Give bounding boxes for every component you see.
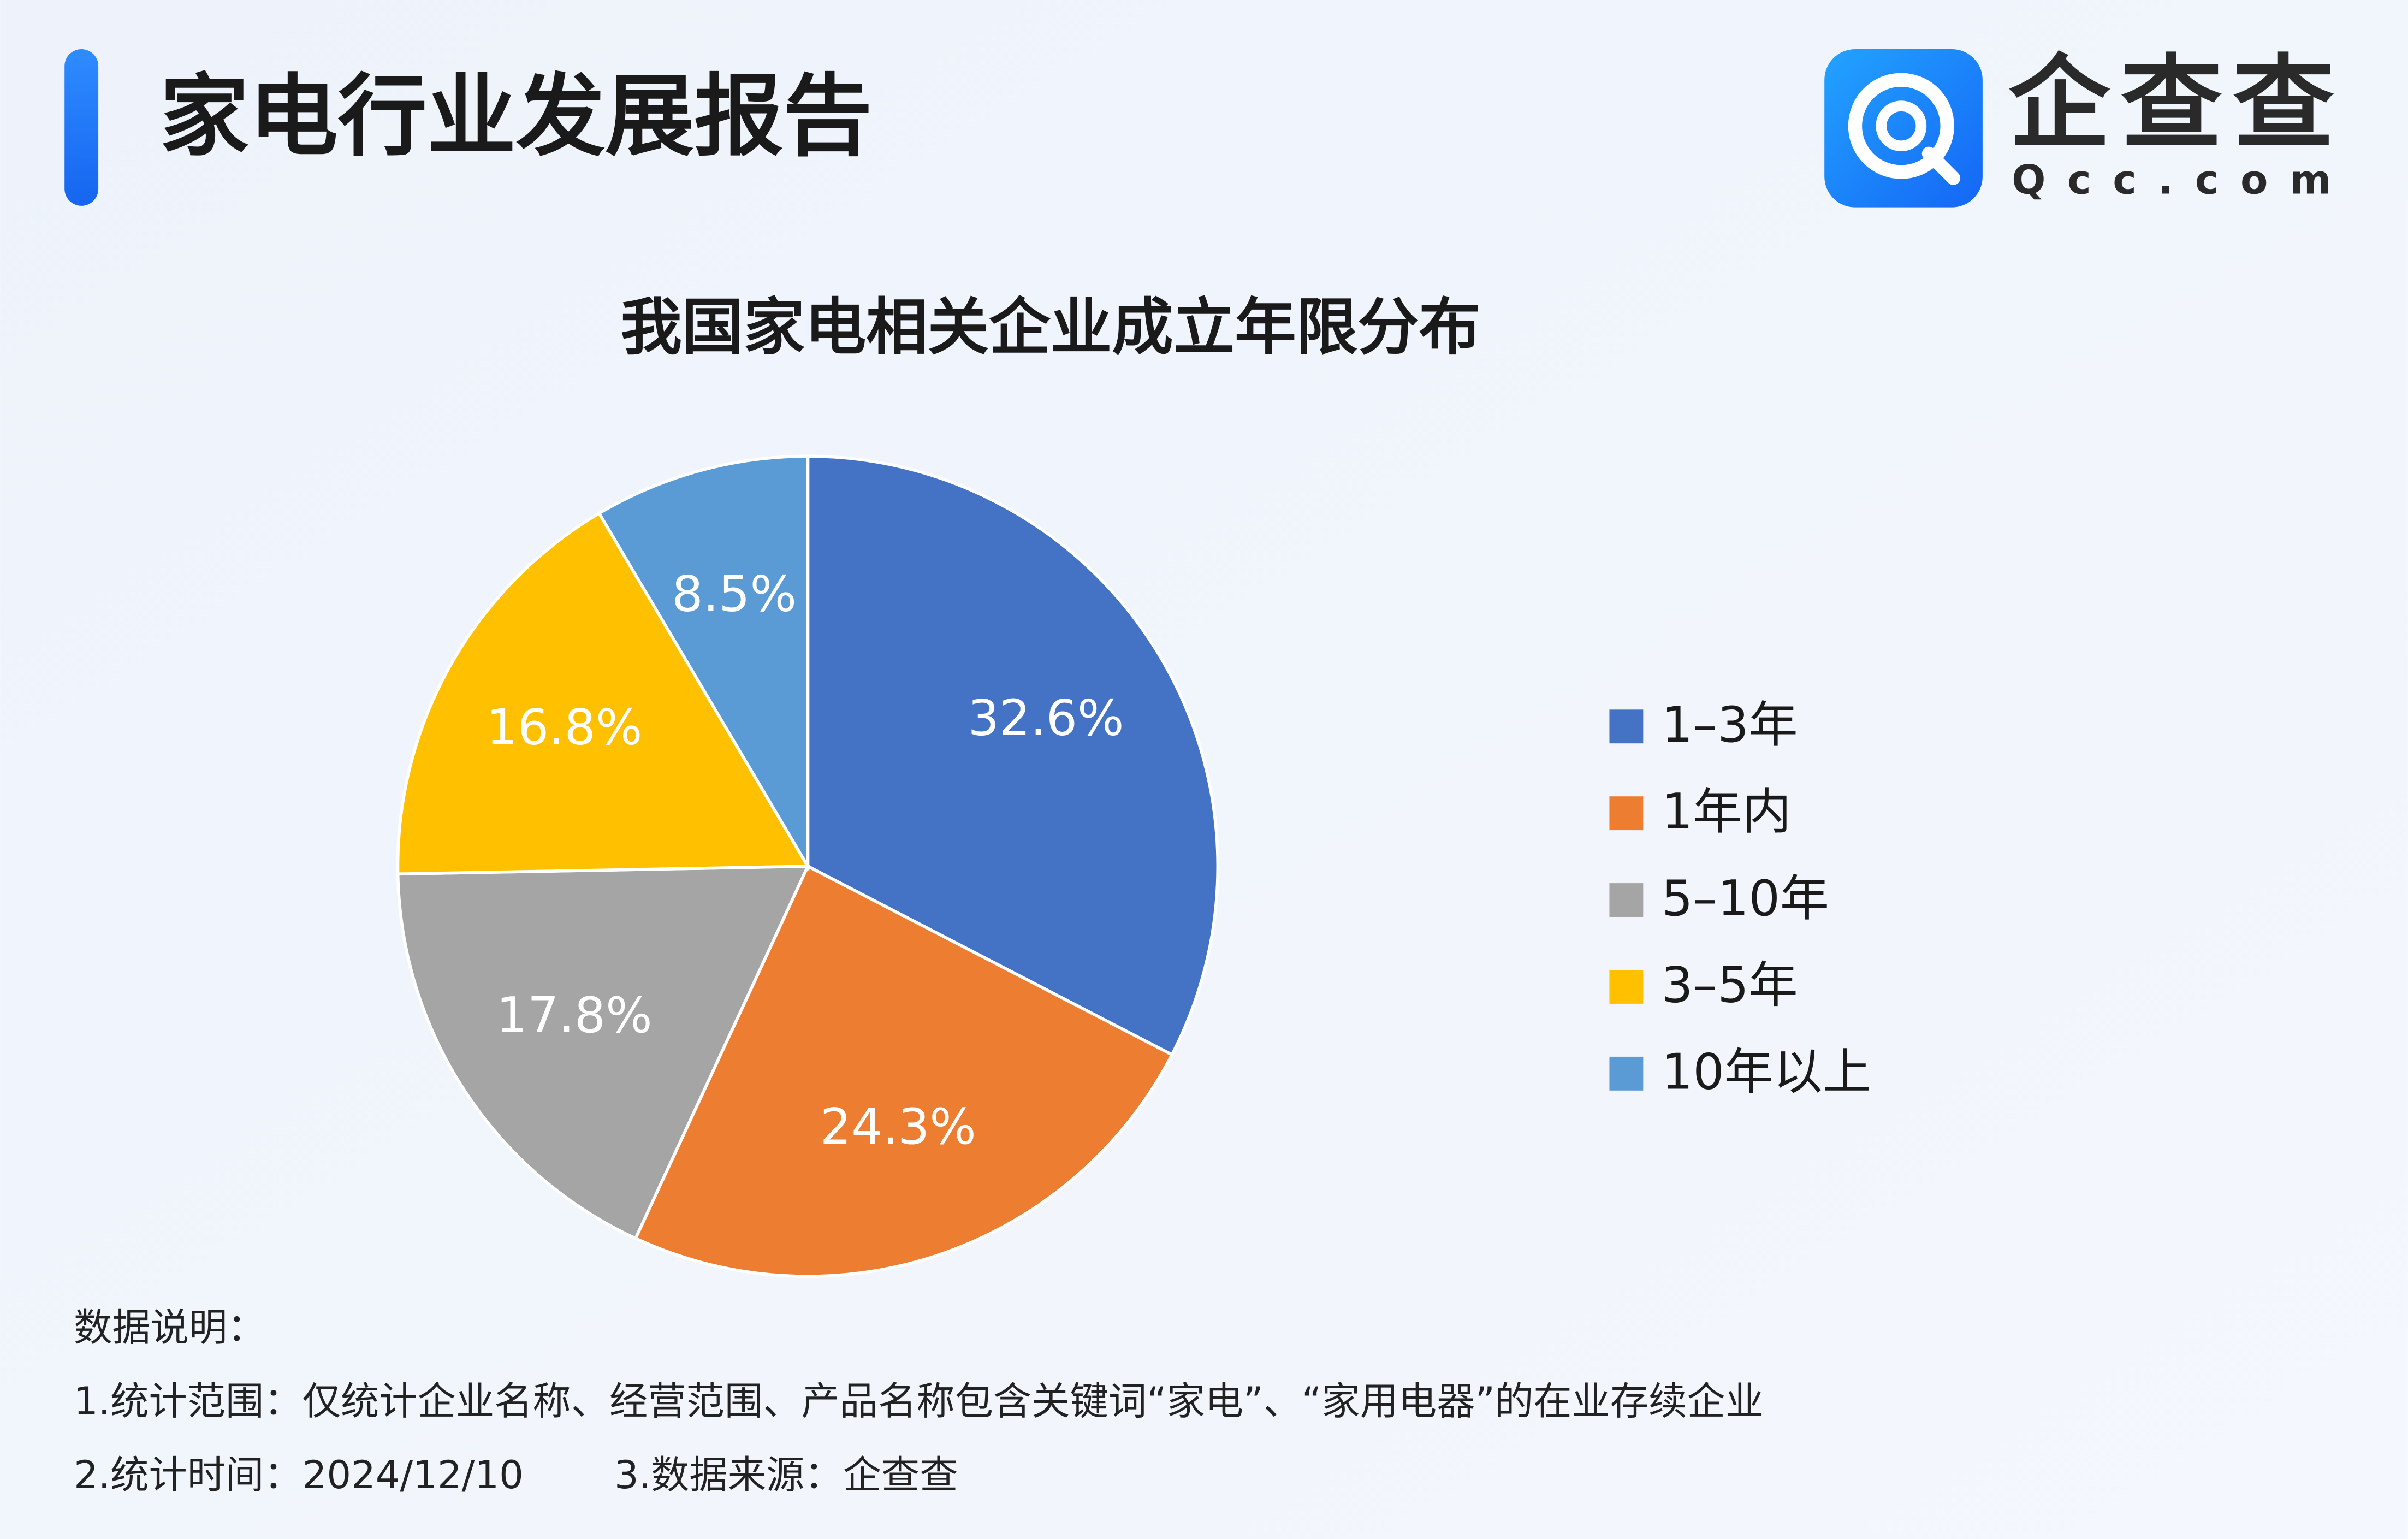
legend-label: 1–3年 (1662, 696, 1798, 754)
pie: 32.6% 24.3% 17.8% 16.8% 8.5% (396, 454, 1220, 1278)
slice-label: 8.5% (672, 566, 797, 623)
notes-time: 2.统计时间：2024/12/10 (74, 1453, 524, 1497)
legend-swatch (1609, 1056, 1644, 1091)
logo-ring-inner (1876, 100, 1927, 152)
legend-label: 5–10年 (1662, 870, 1829, 927)
legend-swatch (1609, 883, 1644, 917)
legend-swatch (1609, 709, 1644, 744)
pie-slice (806, 454, 1220, 1057)
pie-slice (597, 454, 810, 872)
logo-icon (1824, 49, 1983, 208)
logo-ring (1848, 73, 1954, 179)
legend-label: 10年以上 (1662, 1044, 1871, 1101)
slice-label: 16.8% (487, 699, 643, 756)
slice-label: 24.3% (820, 1098, 976, 1156)
logo-handle (1921, 146, 1961, 185)
legend-swatch (1609, 796, 1644, 831)
pie-slice (633, 864, 1175, 1278)
notes-source: 3.数据来源：企查查 (614, 1453, 958, 1497)
notes-scope: 1.统计范围：仅统计企业名称、经营范围、产品名称包含关键词“家电”、“家用电器”… (74, 1379, 1764, 1424)
legend-label: 3–5年 (1662, 957, 1798, 1014)
slice-label: 32.6% (968, 690, 1124, 747)
pie-slice (396, 865, 810, 1241)
legend-swatch (1609, 970, 1644, 1004)
slice-label: 17.8% (496, 987, 653, 1044)
legend-label: 1年内 (1662, 783, 1791, 840)
title-accent (64, 49, 99, 206)
logo-text: 企查查 (2009, 44, 2334, 162)
legend: 1–3年 1年内 5–10年 3–5年 10年以上 (1609, 696, 1872, 1101)
notes-heading: 数据说明： (74, 1305, 265, 1350)
chart-title: 我国家电相关企业成立年限分布 (620, 292, 1480, 363)
page-title: 家电行业发展报告 (160, 65, 873, 168)
pie-slice (396, 511, 811, 876)
